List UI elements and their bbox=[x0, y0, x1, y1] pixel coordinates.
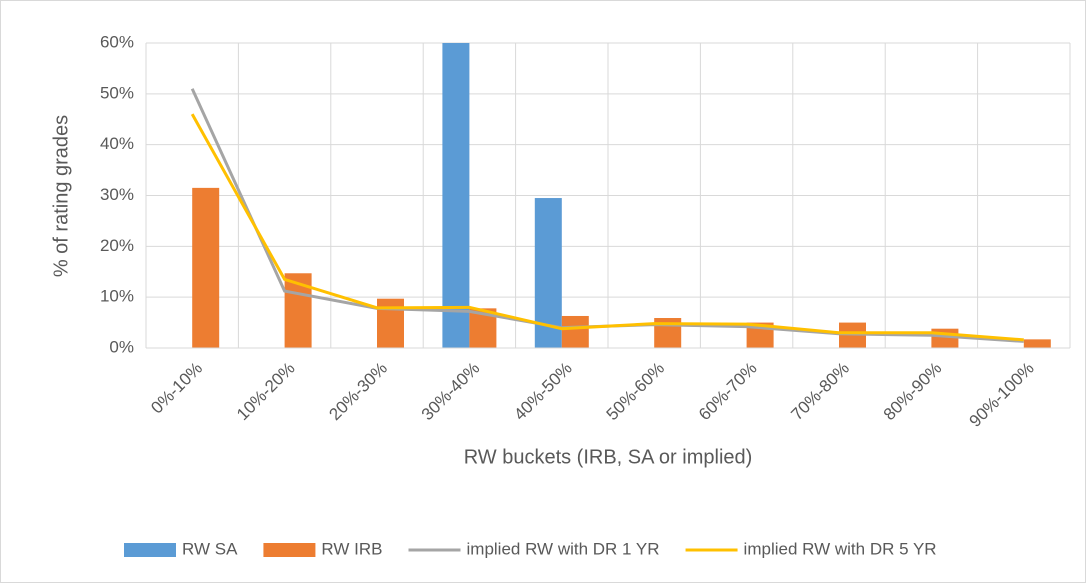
legend-label: RW IRB bbox=[321, 539, 382, 558]
y-tick-label: 30% bbox=[100, 185, 134, 204]
y-tick-label: 20% bbox=[100, 236, 134, 255]
legend-swatch bbox=[124, 543, 176, 557]
y-tick-label: 50% bbox=[100, 83, 134, 102]
y-tick-label: 60% bbox=[100, 32, 134, 51]
legend-label: RW SA bbox=[182, 539, 238, 558]
legend-label: implied RW with DR 5 YR bbox=[744, 539, 937, 558]
bar bbox=[192, 187, 220, 348]
legend-label: implied RW with DR 1 YR bbox=[467, 539, 660, 558]
y-tick-label: 40% bbox=[100, 134, 134, 153]
y-tick-label: 10% bbox=[100, 287, 134, 306]
bar bbox=[1023, 339, 1051, 348]
y-axis-label: % of rating grades bbox=[50, 115, 72, 277]
legend-swatch bbox=[263, 543, 316, 557]
x-axis-label: RW buckets (IRB, SA or implied) bbox=[464, 446, 753, 468]
bar bbox=[442, 43, 470, 348]
line bbox=[190, 113, 1024, 342]
bar bbox=[377, 298, 404, 348]
bar bbox=[561, 315, 589, 348]
y-tick-label: 0% bbox=[109, 337, 134, 356]
